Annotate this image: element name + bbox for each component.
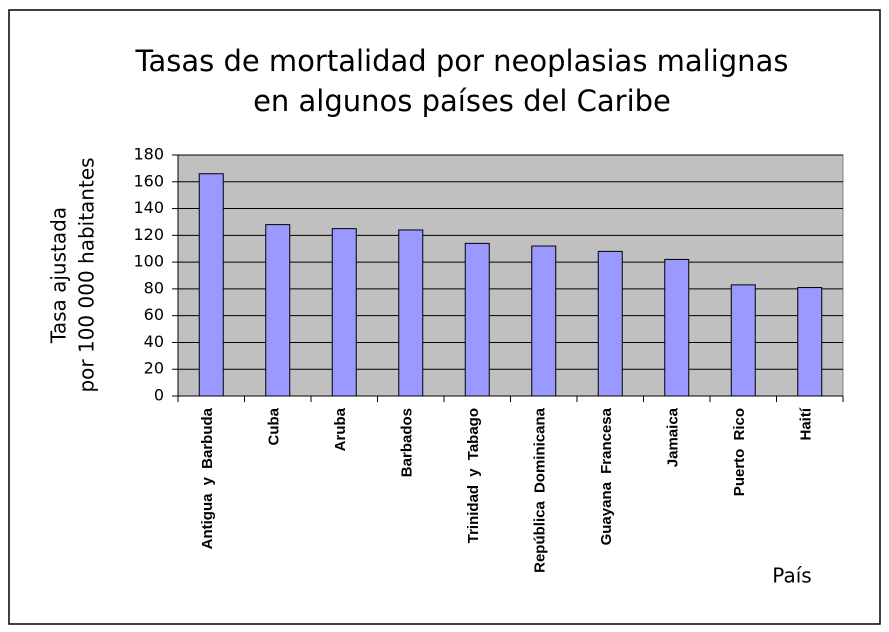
x-tick-label: Haití (798, 407, 815, 440)
bar (265, 224, 291, 397)
bar (464, 242, 490, 397)
y-tick-label: 20 (144, 359, 164, 378)
x-tick-label: República Dominicana (532, 407, 549, 573)
y-tick-label: 160 (133, 171, 164, 190)
y-tick-label: 0 (154, 386, 164, 405)
x-tick-label: Aruba (332, 407, 349, 451)
bar (730, 284, 756, 397)
chart-title: Tasas de mortalidad por neoplasias malig… (135, 44, 789, 78)
y-tick-label: 140 (133, 198, 164, 217)
bar (331, 228, 357, 397)
y-tick-label: 80 (144, 278, 164, 297)
y-tick-label: 120 (133, 225, 164, 244)
bar (531, 245, 557, 397)
bar (597, 250, 623, 397)
x-tick-label: Guayana Francesa (598, 407, 615, 545)
y-axis-label: Tasa ajustada (47, 207, 71, 344)
x-tick-label: Puerto Rico (731, 408, 748, 496)
x-tick-label: Jamaica (665, 407, 682, 467)
x-tick-label: Barbados (399, 408, 416, 477)
y-tick-label: 100 (133, 252, 164, 271)
y-tick-label: 40 (144, 332, 164, 351)
x-tick-label: Cuba (266, 407, 283, 445)
bar (398, 229, 424, 397)
bar (664, 258, 690, 397)
y-tick-label: 180 (133, 145, 164, 164)
y-tick-label: 60 (144, 305, 164, 324)
x-axis-label: País (772, 564, 811, 588)
x-tick-label: Trinidad y Tabago (465, 408, 482, 543)
bar (797, 287, 823, 397)
x-tick-label: Antigua y Barbuda (199, 407, 216, 549)
chart-title: en algunos países del Caribe (253, 84, 671, 118)
bar (198, 173, 224, 397)
y-axis-label: por 100 000 habitantes (75, 157, 99, 392)
